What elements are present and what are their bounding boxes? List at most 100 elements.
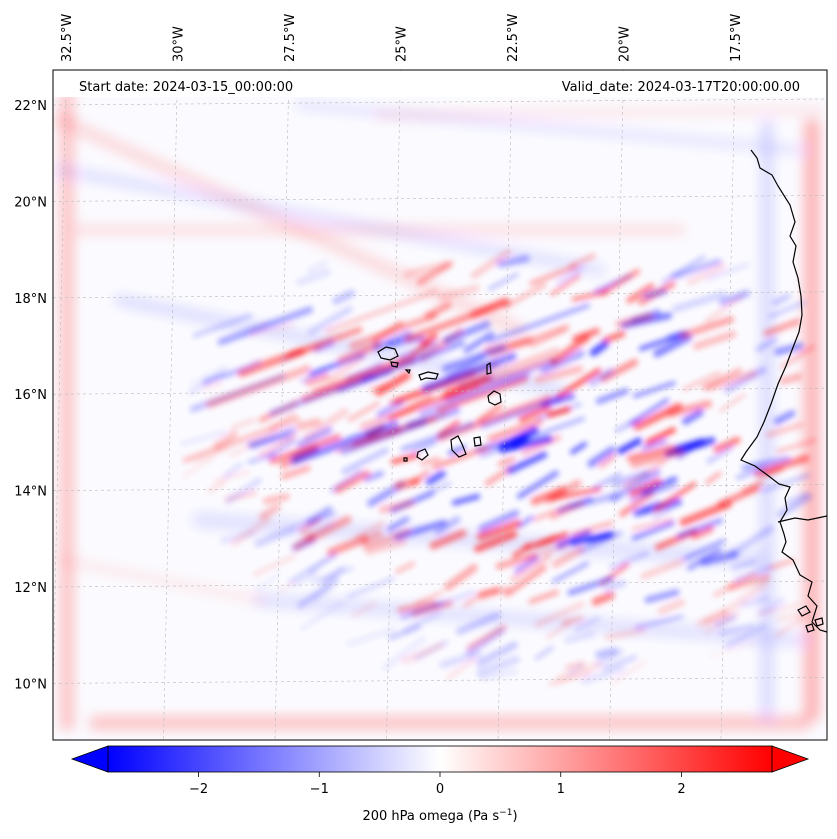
field-streak	[193, 446, 232, 464]
field-streak	[555, 367, 602, 400]
field-streak	[189, 364, 228, 385]
field-streak	[755, 336, 778, 353]
field-streak	[332, 289, 356, 305]
field-streak	[477, 403, 503, 424]
field-streak	[653, 481, 697, 512]
field-streak	[599, 268, 641, 297]
field-streak	[295, 268, 332, 286]
field-streak	[514, 556, 539, 573]
field-streak	[730, 559, 757, 571]
field-streak	[425, 470, 446, 486]
field-streak	[206, 480, 227, 494]
field-streak	[307, 305, 353, 336]
field-streak	[441, 344, 507, 372]
field-streak	[476, 641, 518, 667]
island-santa-luzia	[404, 369, 411, 375]
field-streak	[381, 635, 427, 672]
field-streak	[394, 477, 421, 490]
field-streak	[718, 393, 746, 413]
field-streak	[528, 589, 560, 605]
latitude-tick-label: 14°N	[14, 485, 47, 500]
senegal-inlet	[777, 515, 827, 523]
field-streak	[630, 448, 684, 469]
colorbar-label-main: 200 hPa omega (Pa s	[362, 809, 499, 824]
field-streak	[476, 655, 521, 677]
field-streak	[766, 422, 804, 438]
valid-date-label: Valid_date: 2024-03-17T20:00:00.00	[562, 80, 800, 95]
field-streak	[604, 627, 646, 641]
field-streak	[617, 437, 642, 455]
field-streak	[640, 476, 678, 495]
field-streak	[300, 369, 328, 383]
field-streak	[586, 532, 612, 544]
field-streak	[229, 429, 278, 458]
field-streak	[324, 289, 438, 334]
field-streak	[602, 654, 638, 672]
field-streak	[643, 288, 667, 299]
colorbar-tick-label: 1	[557, 782, 565, 797]
field-streak	[436, 376, 529, 413]
field-streak	[634, 615, 684, 630]
colorbar-gradient	[107, 745, 773, 773]
field-streak	[295, 418, 322, 431]
colorbar-label-sup: −1	[499, 808, 512, 818]
field-streak	[768, 558, 796, 570]
field-streak	[614, 312, 654, 329]
field-streak	[595, 648, 624, 667]
field-streak	[676, 518, 724, 539]
field-streak	[497, 457, 516, 466]
field-streak	[602, 330, 626, 344]
coastlines	[377, 149, 827, 633]
field-streak	[340, 418, 428, 455]
field-streak	[225, 477, 263, 505]
field-streak	[704, 610, 741, 635]
field-streak	[547, 670, 592, 687]
colorbar-tick-label: −2	[189, 782, 208, 797]
island-brava	[403, 457, 408, 462]
field-streak	[786, 491, 809, 505]
field-streak	[192, 313, 253, 338]
field-streak	[202, 360, 262, 385]
longitude-tick-label: 25°W	[395, 26, 410, 62]
island-fogo	[416, 448, 429, 461]
field-streak	[686, 547, 722, 571]
field-streak	[546, 406, 571, 418]
field-streak	[347, 401, 380, 422]
field-streak	[280, 465, 311, 480]
field-streak	[182, 455, 215, 479]
field-streak	[580, 665, 626, 685]
field-streak	[773, 410, 796, 425]
field-streak	[411, 440, 438, 454]
field-streak	[564, 630, 596, 645]
field-streak	[488, 272, 519, 291]
field-streak	[631, 520, 675, 541]
field-streak	[306, 260, 328, 274]
field-streak	[476, 519, 522, 541]
field-background-bands	[53, 90, 825, 730]
field-streak	[775, 612, 811, 638]
field-streak	[434, 516, 461, 536]
field-streak	[297, 511, 338, 528]
colorbar-tick-label: 2	[677, 782, 685, 797]
africa-coastline	[740, 149, 827, 633]
colorbar: −2 −1 0 1 2 200 hPa omega (Pa s−1)	[70, 745, 810, 824]
field-streak	[400, 421, 475, 453]
field-streak	[217, 306, 314, 346]
field-streak	[517, 515, 534, 528]
field-streak	[705, 471, 722, 485]
field-streak	[418, 372, 531, 417]
colorbar-label-end: )	[512, 809, 517, 824]
field-streak	[362, 528, 411, 550]
field-streak	[777, 493, 813, 518]
field-streak	[718, 623, 755, 636]
field-streak	[760, 473, 811, 493]
field-streak	[404, 299, 511, 343]
field-streak	[463, 331, 495, 354]
field-streak	[574, 616, 601, 632]
map-frame	[52, 69, 828, 741]
start-date-label: Start date: 2024-03-15_00:00:00	[79, 80, 293, 95]
field-streak	[774, 342, 804, 356]
date-label-box	[54, 71, 826, 97]
field-streak	[269, 373, 377, 416]
meridian-line	[53, 70, 67, 707]
